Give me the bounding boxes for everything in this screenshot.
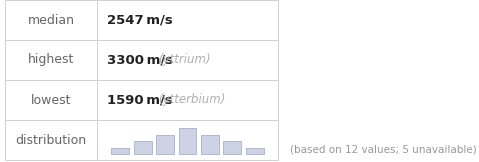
Polygon shape (246, 147, 264, 154)
Text: lowest: lowest (31, 93, 71, 106)
Text: (yttrium): (yttrium) (158, 53, 210, 66)
Text: 3300 m/s: 3300 m/s (107, 53, 173, 66)
Text: median: median (27, 13, 75, 27)
Text: 2547 m/s: 2547 m/s (107, 13, 173, 27)
Text: highest: highest (28, 53, 74, 66)
Polygon shape (223, 141, 241, 154)
Polygon shape (134, 141, 152, 154)
Polygon shape (111, 147, 129, 154)
Polygon shape (156, 134, 174, 154)
Text: (ytterbium): (ytterbium) (158, 93, 225, 106)
Polygon shape (201, 134, 219, 154)
Polygon shape (179, 128, 196, 154)
Text: distribution: distribution (15, 133, 87, 146)
Text: (based on 12 values; 5 unavailable): (based on 12 values; 5 unavailable) (290, 145, 477, 155)
Text: 1590 m/s: 1590 m/s (107, 93, 173, 106)
